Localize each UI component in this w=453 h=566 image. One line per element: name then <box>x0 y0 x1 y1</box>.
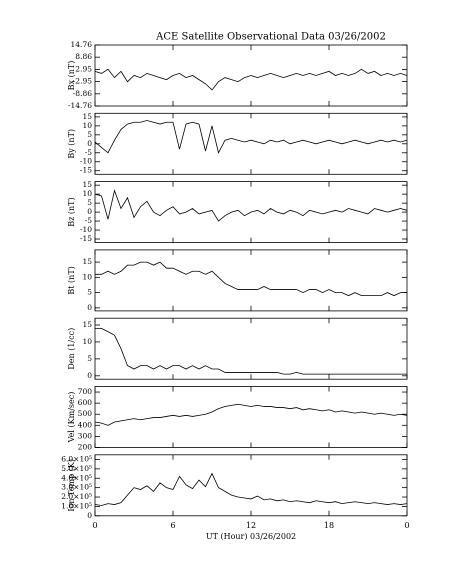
y-tick-label: 10 <box>82 337 92 346</box>
y-axis-label: Bz (nT) <box>67 197 76 226</box>
y-tick-label: -15 <box>80 234 92 243</box>
y-tick-label: 14.76 <box>71 40 93 49</box>
y-tick-label: -2.95 <box>73 77 92 86</box>
panel-frame <box>94 249 408 312</box>
x-tick-label: 6 <box>170 521 175 530</box>
x-tick-label: 0 <box>404 521 409 530</box>
chart-title: ACE Satellite Observational Data 03/26/2… <box>155 32 386 43</box>
y-tick-label: 700 <box>78 387 93 396</box>
y-tick-label: 8.86 <box>75 52 92 61</box>
x-tick-label: 12 <box>246 521 256 530</box>
y-tick-label: 5 <box>87 354 92 363</box>
y-axis-label: Ion Temp (K) <box>67 459 76 512</box>
y-tick-label: 2.95 <box>75 64 92 73</box>
y-tick-label: -5 <box>85 216 93 225</box>
y-tick-label: -10 <box>80 225 92 234</box>
data-line <box>94 68 408 91</box>
y-tick-label: 600 <box>78 398 93 407</box>
y-tick-label: 200 <box>78 443 93 452</box>
panel-frame <box>94 112 408 175</box>
x-axis-label: UT (Hour) 03/26/2002 <box>206 532 296 541</box>
y-tick-label: 10 <box>82 121 92 130</box>
y-tick-label: 15 <box>82 320 92 329</box>
y-tick-label: 0 <box>87 207 92 216</box>
y-tick-label: -14.76 <box>68 101 92 110</box>
y-tick-label: 0 <box>87 303 92 312</box>
data-line <box>94 403 408 426</box>
panel-frame <box>94 386 408 448</box>
data-line <box>95 261 407 297</box>
y-tick-label: 0 <box>87 371 92 380</box>
panel-frame <box>94 454 408 517</box>
y-tick-label: 15 <box>82 257 92 266</box>
x-tick-label: 0 <box>92 521 97 530</box>
y-tick-label: 300 <box>78 431 93 440</box>
y-tick-label: 5 <box>87 288 92 297</box>
data-line <box>94 120 408 154</box>
y-tick-label: -5 <box>85 148 93 157</box>
y-tick-label: 3.0×10⁵ <box>61 483 92 492</box>
y-tick-label: -10 <box>80 157 92 166</box>
y-tick-label: -15 <box>80 166 92 175</box>
y-tick-label: 5 <box>87 130 92 139</box>
y-tick-label: 400 <box>78 420 93 429</box>
data-line <box>94 189 408 222</box>
y-axis-label: Bt (nT) <box>67 266 76 294</box>
y-tick-label: 5 <box>87 198 92 207</box>
y-axis-label: By (nT) <box>67 129 76 159</box>
y-tick-label: 6.0×10⁵ <box>61 454 92 463</box>
data-line <box>95 327 407 375</box>
y-tick-label: 0 <box>87 139 92 148</box>
y-tick-label: 15 <box>82 112 92 121</box>
y-tick-label: 4.0×10⁵ <box>61 473 92 482</box>
y-tick-label: 5.0×10⁵ <box>61 464 92 473</box>
y-tick-label: 1.0×10⁵ <box>61 501 92 510</box>
y-tick-label: 10 <box>82 189 92 198</box>
y-axis-label: Vel (Km/sec) <box>67 392 76 444</box>
y-tick-label: 0 <box>87 511 92 520</box>
data-line <box>94 472 408 506</box>
panel-frame <box>94 317 408 380</box>
y-tick-label: 10 <box>82 272 92 281</box>
x-tick-label: 18 <box>324 521 334 530</box>
y-tick-label: 15 <box>82 180 92 189</box>
y-tick-label: -8.86 <box>73 89 92 98</box>
y-tick-label: 500 <box>78 409 93 418</box>
y-axis-label: Den (1/cc) <box>67 328 76 370</box>
y-tick-label: 2.0×10⁵ <box>61 492 92 501</box>
y-axis-label: Bx (nT) <box>67 61 76 91</box>
